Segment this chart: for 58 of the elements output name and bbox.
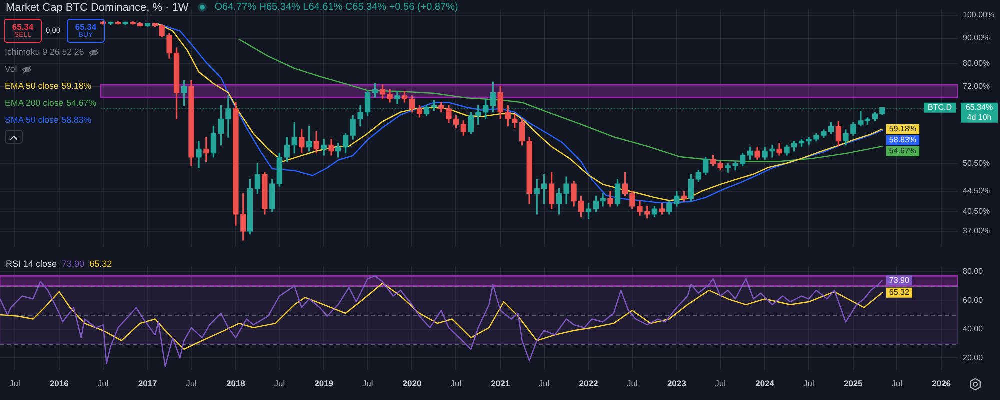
chart-title: RSI 14 close	[6, 258, 58, 268]
y-tick-label: 80.00	[963, 267, 984, 276]
y-tick-label: 80.00%	[963, 59, 990, 68]
x-tick-label: 2019	[314, 378, 334, 388]
y-tick-label: 40.50%	[963, 206, 990, 216]
x-tick-label: Jul	[362, 378, 374, 388]
x-tick-label: 2017	[138, 378, 158, 388]
y-tick-label: 60.00	[963, 296, 984, 305]
text: 4d 10h	[967, 113, 992, 122]
x-tick-label: Jul	[98, 378, 109, 388]
ref-line-label: 65.34%	[966, 103, 994, 112]
x-tick-label: Jul	[10, 378, 21, 388]
text: 54.67%	[66, 98, 97, 108]
annotation: BTC.D	[928, 103, 952, 112]
x-tick-label: 2023	[667, 378, 687, 388]
text: 59.18%	[62, 81, 92, 91]
y-tick-label: 40.00	[963, 324, 984, 334]
x-tick-label: 2021	[491, 378, 510, 388]
annotation: Ichimoku 9 26 52 26	[5, 47, 84, 58]
x-tick-label: 2026	[932, 378, 952, 388]
text: 65.32	[90, 258, 112, 268]
x-tick-label: Jul	[892, 378, 903, 388]
y-tick-label: 20.00	[963, 353, 984, 362]
y-tick-label: 37.00%	[963, 226, 990, 236]
text: 73.90	[62, 258, 85, 268]
x-tick-label: Jul	[538, 378, 550, 388]
text: EMA 200 close	[5, 98, 64, 109]
data-label: 65.32	[889, 288, 910, 298]
annotation: 65.34	[75, 22, 97, 32]
x-tick-label: Jul	[804, 378, 815, 388]
y-tick-label: 100.00%	[963, 10, 995, 20]
chart-title: Market Cap BTC Dominance, % · 1W	[6, 2, 189, 14]
x-tick-label: Jul	[715, 378, 726, 388]
x-tick-label: Jul	[450, 378, 462, 388]
y-tick-label: 50.50%	[963, 159, 990, 168]
annotation: 65.34	[12, 22, 34, 32]
x-tick-label: Jul	[186, 378, 198, 388]
x-tick-label: 2018	[226, 378, 246, 388]
x-tick-label: 2025	[844, 378, 864, 388]
annotation: Vol	[5, 64, 18, 75]
data-label: 59.18%	[889, 124, 917, 134]
text: 58.83%	[62, 115, 92, 125]
x-tick-label: 2020	[402, 378, 422, 388]
text: SMA 50 close	[5, 115, 59, 126]
candlestick	[204, 137, 210, 162]
y-tick-label: 44.50%	[963, 186, 990, 196]
data-label: 54.67%	[889, 146, 917, 156]
chart-subtitle: O64.77% H65.34% L64.61% C65.34% +0.56 (+0.87%)	[214, 2, 458, 13]
data-label: 58.83%	[889, 136, 917, 145]
x-tick-label: Jul	[627, 378, 638, 388]
x-tick-label: 2016	[50, 378, 70, 388]
x-tick-label: Jul	[274, 378, 286, 388]
y-tick-label: 72.00%	[963, 82, 990, 91]
x-tick-label: 2024	[756, 378, 775, 388]
y-tick-label: 90.00%	[963, 33, 990, 42]
text: EMA 50 close	[5, 81, 59, 92]
data-label: 73.90	[889, 276, 910, 285]
x-tick-label: 2022	[579, 378, 598, 388]
